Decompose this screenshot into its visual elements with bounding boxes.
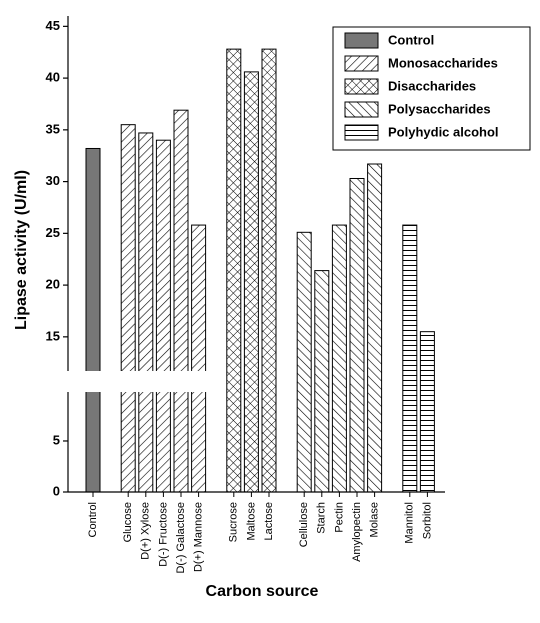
legend-swatch (344, 101, 379, 118)
legend: Control Monosaccharides Disaccharides Polys… (332, 26, 531, 151)
bar (243, 71, 259, 493)
legend-swatch (344, 55, 379, 72)
y-tick-label: 20 (46, 277, 60, 292)
x-tick-label: Sucrose (228, 502, 240, 542)
x-tick-label: Amylopectin (351, 502, 363, 562)
plot-area: 0 5 15 20 25 30 35 40 45 Control Glucose D(+) Xylos… (46, 16, 445, 574)
bar (173, 109, 189, 493)
x-tick-label: Control (87, 502, 99, 537)
y-tick-label: 30 (46, 173, 60, 188)
legend-label: Polyhydic alcohol (388, 124, 499, 139)
bar (155, 139, 171, 493)
bar (191, 224, 207, 493)
x-tick-label: D(+) Xylose (140, 502, 152, 560)
bar (226, 48, 242, 493)
legend-label: Monosaccharides (388, 55, 498, 70)
y-tick-label: 25 (46, 225, 60, 240)
x-tick-label: Cellulose (298, 502, 310, 547)
legend-swatch (344, 124, 379, 141)
x-tick-label: Starch (316, 502, 328, 534)
bar (85, 147, 101, 493)
axis-break (52, 371, 210, 392)
y-tick-label: 5 (53, 432, 60, 447)
legend-swatch (344, 32, 379, 49)
x-tick-label: Maltose (245, 502, 257, 541)
bar (367, 163, 383, 493)
y-tick-label: 35 (46, 121, 60, 136)
x-tick-label: Molase (369, 502, 381, 537)
x-tick-label: Lactose (263, 502, 275, 541)
y-axis-label: Lipase activity (U/ml) (13, 170, 30, 330)
bar (402, 224, 418, 493)
x-tick-label: Glucose (122, 502, 134, 542)
legend-label: Polysaccharides (388, 101, 491, 116)
x-tick-label: D(-) Fructose (157, 502, 169, 567)
x-tick-label: Sorbitol (421, 502, 433, 539)
bar (314, 270, 330, 493)
legend-label: Control (388, 32, 434, 47)
y-tick-label: 40 (46, 70, 60, 85)
y-tick-label: 0 (53, 483, 60, 498)
x-tick-label: D(+) Mannose (193, 502, 205, 572)
bar (120, 124, 136, 493)
x-tick-label: D(-) Galactose (175, 502, 187, 574)
legend-swatch (344, 78, 379, 95)
y-tick-label: 15 (46, 328, 60, 343)
bar (296, 231, 312, 493)
bar (261, 48, 277, 493)
bar (349, 177, 365, 493)
bar (419, 331, 435, 493)
y-tick-label: 45 (46, 18, 60, 33)
bar (331, 224, 347, 493)
legend-label: Disaccharides (388, 78, 476, 93)
x-tick-label: Pectin (333, 502, 345, 533)
x-tick-label: Mannitol (404, 502, 416, 544)
bar (138, 132, 154, 493)
x-axis-label: Carbon source (206, 583, 319, 600)
